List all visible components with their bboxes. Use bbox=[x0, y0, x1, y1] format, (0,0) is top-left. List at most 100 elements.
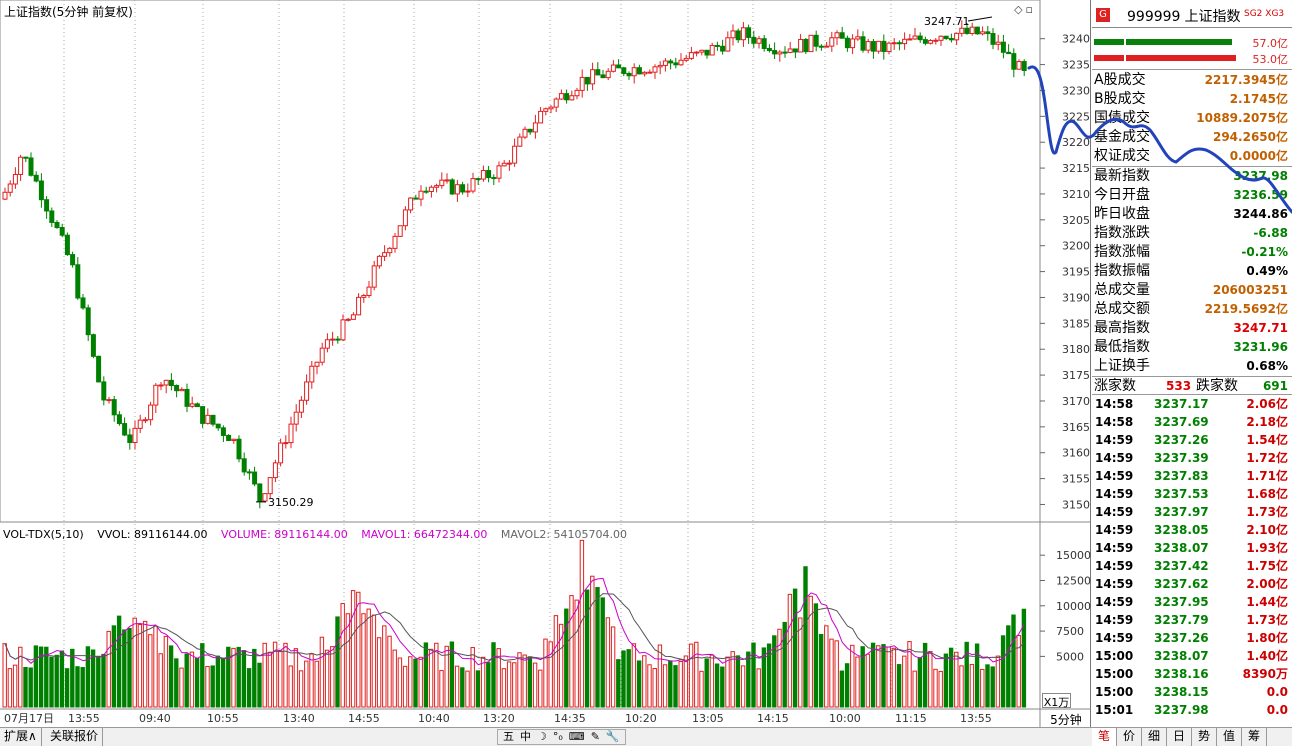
volume-bar bbox=[985, 664, 990, 708]
volume-bar bbox=[283, 642, 288, 708]
ime-button[interactable]: ✎ bbox=[590, 730, 600, 743]
volume-bar bbox=[855, 656, 860, 708]
volume-bar bbox=[720, 666, 725, 708]
candle-body bbox=[584, 76, 590, 85]
kline-chart[interactable]: 3240 3235 3230 3225 3220 3215 3210 3205 3200 3195… bbox=[0, 0, 1091, 727]
candle-body bbox=[808, 34, 814, 53]
tick-row: 14:59 3237.79 1.73亿 bbox=[1092, 611, 1292, 629]
tick-row: 15:00 3238.07 1.40亿 bbox=[1092, 647, 1292, 665]
turnover-row: A股成交 2217.3945亿 bbox=[1092, 71, 1292, 90]
candle-body bbox=[392, 235, 398, 249]
panel-tab[interactable]: 值 bbox=[1217, 728, 1242, 746]
candle-body bbox=[309, 365, 315, 383]
stat-value: -0.21% bbox=[1241, 245, 1288, 259]
stat-row: 指数涨跌 -6.88 bbox=[1092, 224, 1292, 243]
price-tick-label: 3205 bbox=[1062, 214, 1090, 227]
candle-body bbox=[475, 178, 481, 181]
candle-body bbox=[834, 32, 840, 39]
volume-bar bbox=[449, 641, 455, 708]
candle-body bbox=[512, 145, 518, 164]
candle-body bbox=[153, 384, 159, 406]
time-label: 13:55 bbox=[68, 712, 100, 725]
period-selector[interactable]: 5分钟 bbox=[1050, 713, 1082, 727]
candle-body bbox=[428, 186, 434, 192]
candle-body bbox=[174, 385, 180, 392]
stat-label: 总成交额 bbox=[1094, 301, 1150, 317]
chart-area[interactable]: 3240 3235 3230 3225 3220 3215 3210 3205 3200 3195… bbox=[0, 0, 1091, 727]
candle-body bbox=[902, 38, 908, 45]
volume-bar bbox=[236, 646, 241, 708]
g-icon[interactable]: G bbox=[1096, 8, 1110, 22]
tick-amount: 1.71亿 bbox=[1246, 469, 1288, 483]
candle-body bbox=[496, 165, 502, 179]
turnover-label: 基金成交 bbox=[1094, 129, 1150, 145]
volume-bar bbox=[553, 615, 559, 708]
tick-time: 14:59 bbox=[1095, 487, 1134, 501]
candle-body bbox=[449, 179, 455, 195]
candle-body bbox=[527, 128, 533, 133]
candle-body bbox=[371, 265, 377, 288]
tick-time: 14:59 bbox=[1095, 559, 1134, 573]
volume-bar bbox=[824, 625, 829, 708]
related-quotes-button[interactable]: 关联报价 bbox=[46, 728, 104, 746]
candle-body bbox=[283, 442, 289, 445]
volume-bar bbox=[293, 648, 299, 708]
volume-bar bbox=[90, 649, 96, 708]
candle-body bbox=[647, 71, 653, 74]
candle-body bbox=[626, 72, 632, 77]
high-marker-label: 3247.71 bbox=[924, 15, 970, 28]
ime-button[interactable]: °₀ bbox=[552, 730, 563, 743]
price-tick-label: 3235 bbox=[1062, 59, 1090, 72]
volume-bar bbox=[345, 613, 351, 708]
security-code: 999999 bbox=[1127, 9, 1181, 25]
ime-button[interactable]: 中 bbox=[520, 730, 531, 743]
turnover-value: 10889.2075亿 bbox=[1196, 111, 1288, 125]
candle-body bbox=[298, 399, 304, 413]
panel-tab[interactable]: 价 bbox=[1117, 728, 1142, 746]
volume-bar bbox=[902, 655, 907, 708]
candle-body bbox=[200, 406, 206, 424]
volume-bar bbox=[496, 648, 501, 708]
candle-body bbox=[465, 190, 471, 193]
chart-title: 上证指数(5分钟 前复权) bbox=[4, 5, 133, 19]
volume-bar bbox=[512, 662, 517, 708]
volume-bar bbox=[850, 644, 855, 708]
ime-toolbar[interactable]: 五中 ☽ °₀ ⌨ ✎ 🔧 bbox=[497, 729, 626, 745]
panel-tabs[interactable]: 笔价细日势值筹 bbox=[1092, 728, 1267, 746]
tick-amount: 1.73亿 bbox=[1246, 505, 1288, 519]
candle-body bbox=[720, 45, 726, 52]
decline-label: 跌家数 bbox=[1196, 378, 1238, 394]
ime-button[interactable]: 五 bbox=[503, 730, 514, 743]
expand-button[interactable]: 扩展∧ bbox=[0, 728, 42, 746]
ime-button[interactable]: ⌨ bbox=[568, 730, 585, 743]
tick-amount: 2.06亿 bbox=[1246, 397, 1288, 411]
candle-body bbox=[111, 399, 117, 416]
tick-amount: 1.80亿 bbox=[1246, 631, 1288, 645]
candle-body bbox=[699, 49, 705, 53]
stat-label: 最低指数 bbox=[1094, 339, 1150, 355]
tick-row: 14:59 3237.62 2.00亿 bbox=[1092, 575, 1292, 593]
panel-tab[interactable]: 日 bbox=[1167, 728, 1192, 746]
panel-tab[interactable]: 势 bbox=[1192, 728, 1217, 746]
volume-bar bbox=[366, 608, 371, 708]
volume-bar bbox=[522, 654, 527, 708]
tick-row: 15:00 3238.15 0.0 bbox=[1092, 683, 1292, 701]
candle-body bbox=[777, 51, 783, 55]
chart-corner-icons[interactable]: ◇▫ bbox=[1014, 3, 1036, 16]
sg-xg-badges[interactable]: SG2 XG3 bbox=[1244, 9, 1284, 19]
panel-tab[interactable]: 笔 bbox=[1092, 728, 1117, 746]
volume-bar bbox=[922, 642, 928, 708]
time-label: 14:15 bbox=[757, 712, 789, 725]
price-tick-label: 3225 bbox=[1062, 110, 1090, 123]
candle-body bbox=[818, 45, 824, 48]
ime-button[interactable]: 🔧 bbox=[605, 730, 620, 743]
panel-tab[interactable]: 筹 bbox=[1242, 728, 1267, 746]
tick-list[interactable]: 14:58 3237.17 2.06亿 14:58 3237.69 2.18亿 14:59 3… bbox=[1092, 395, 1292, 719]
candle-body bbox=[714, 44, 720, 47]
panel-tab[interactable]: 细 bbox=[1142, 728, 1167, 746]
volume-bar bbox=[668, 660, 673, 708]
tick-amount: 1.44亿 bbox=[1246, 595, 1288, 609]
ime-button[interactable]: ☽ bbox=[537, 730, 547, 743]
candle-body bbox=[163, 379, 169, 386]
candle-body bbox=[829, 37, 835, 47]
